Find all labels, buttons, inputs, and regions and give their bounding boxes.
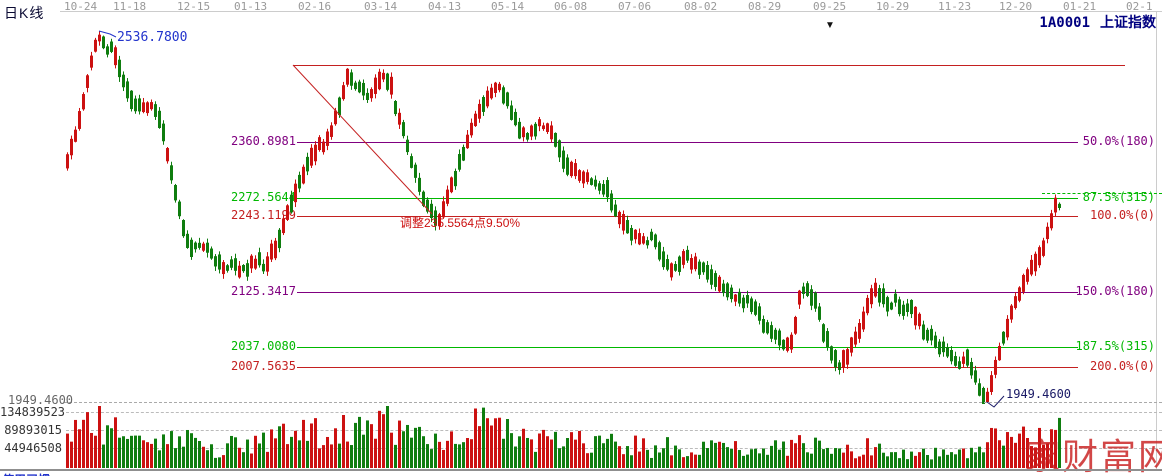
high-price-label: 2536.7800 (117, 30, 188, 45)
fib-pct-label: 200.0%(0) (1089, 359, 1155, 373)
x-axis-tick-label: 08-02 (684, 0, 718, 13)
volume-gridline (66, 412, 1162, 413)
fib-line (297, 292, 1078, 293)
x-axis-tick-label: 03-14 (364, 0, 398, 13)
fib-price-label: 2125.3417 (230, 284, 296, 298)
fib-zero-line (293, 65, 1125, 66)
volume-axis-label: 89893015 (4, 423, 62, 437)
x-axis-tick-label: 01-13 (234, 0, 268, 13)
period-label: 日K线 (4, 5, 45, 21)
last-price-dashed-line (1042, 193, 1162, 194)
retracement-annotation: 调整235.5564点9.50% (400, 216, 521, 230)
fib-price-label: 2007.5635 (230, 359, 296, 373)
fib-price-label: 2243.1199 (230, 208, 296, 222)
x-axis-tick-label: 10-29 (876, 0, 910, 13)
low-price-label: 1949.4600 (1006, 387, 1072, 401)
x-axis-tick-label: 05-14 (491, 0, 525, 13)
x-axis-tick-label: 06-08 (554, 0, 588, 13)
fib-price-label: 2360.8981 (230, 134, 296, 148)
support-dashed-line (64, 402, 1162, 403)
x-axis-tick-label: 11-23 (938, 0, 972, 13)
fib-pct-label: 150.0%(180) (1075, 284, 1155, 298)
x-axis-tick-label: 02-16 (298, 0, 332, 13)
x-axis-tick-label: 09-25 (813, 0, 847, 13)
symbol-name: 上证指数 (1100, 14, 1156, 30)
x-axis-tick-label: 12-15 (177, 0, 211, 13)
symbol-title: 1A0001 上证指数 (1039, 12, 1156, 32)
x-axis-line (60, 11, 1162, 12)
fib-pct-label: 100.0%(0) (1089, 208, 1155, 222)
fib-line (297, 216, 1078, 217)
chart-right-border (1156, 11, 1157, 469)
x-axis-tick-label: 04-13 (428, 0, 462, 13)
bottom-left-tab[interactable]: 使用习惯 (2, 471, 50, 476)
fib-pct-label: 50.0%(180) (1082, 134, 1155, 148)
x-axis-tick-label: 07-06 (618, 0, 652, 13)
x-axis-tick-label: 01-21 (1063, 0, 1097, 13)
support-price-label: 1949.4600 (8, 393, 74, 407)
x-axis-tick-label: 10-24 (64, 0, 98, 13)
fib-line (297, 347, 1078, 348)
bottom-separator (0, 469, 1162, 471)
x-axis-tick-label: 12-20 (999, 0, 1033, 13)
event-marker-icon[interactable]: ▼ (825, 20, 835, 31)
volume-gridline (66, 430, 1162, 431)
x-axis-tick-label: 02-1 (1126, 0, 1153, 13)
fib-pct-label: 187.5%(315) (1075, 339, 1155, 353)
fib-price-label: 2037.0080 (230, 339, 296, 353)
volume-axis-label: 44946508 (4, 441, 62, 455)
fib-line (297, 142, 1078, 143)
volume-axis-label: 134839523 (0, 405, 66, 419)
x-axis-tick-label: 08-29 (748, 0, 782, 13)
x-axis-tick-label: 11-18 (113, 0, 147, 13)
symbol-code: 1A0001 (1039, 15, 1090, 31)
fib-line (297, 367, 1078, 368)
fib-price-label: 2272.5644 (230, 190, 296, 204)
fib-line (297, 198, 1078, 199)
